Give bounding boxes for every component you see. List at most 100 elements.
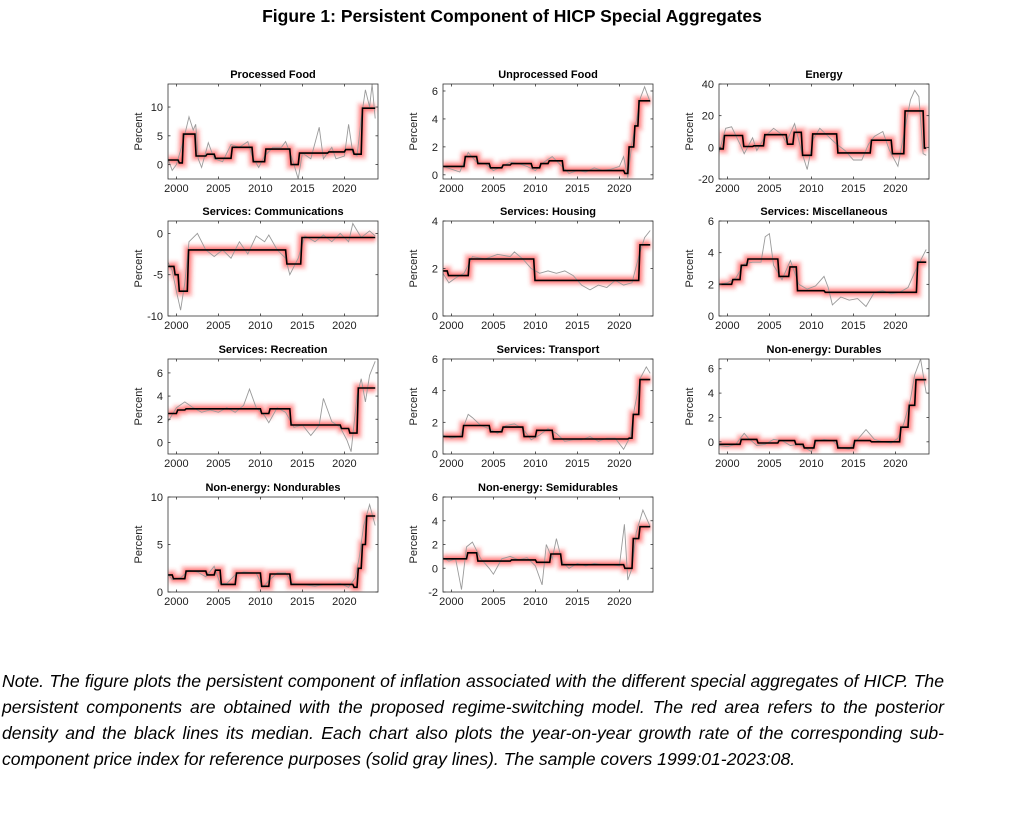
y-tick-label: 6	[432, 492, 438, 504]
x-tick-label: 2015	[841, 183, 865, 195]
y-tick-label: 6	[432, 86, 438, 98]
y-axis-label: Percent	[684, 250, 696, 288]
y-tick-label: 0	[432, 563, 438, 575]
x-tick-label: 2005	[757, 320, 781, 332]
axes-frame	[718, 83, 930, 180]
y-tick-label: 0	[708, 311, 714, 323]
median-line	[168, 515, 376, 589]
y-tick-label: 0	[432, 311, 438, 323]
chart-svg: Non-energy: Nondurables Percent 2000 2005 20…	[133, 482, 379, 608]
x-tick-label: 2005	[481, 320, 505, 332]
median-line	[168, 107, 376, 166]
x-tick-label: 2005	[481, 596, 505, 608]
x-tick-label: 2020	[883, 320, 907, 332]
median-line	[168, 387, 376, 434]
y-axis-label: Percent	[133, 388, 145, 426]
chart-svg: Services: Communications Percent 2000 2005 2…	[133, 206, 379, 332]
x-tick-label: 2000	[439, 320, 463, 332]
x-tick-label: 2000	[164, 596, 188, 608]
chart-svg: Non-energy: Durables Percent 2000 2005 2010 2…	[684, 344, 930, 470]
yoy-growth-line	[719, 89, 927, 170]
chart-panel: Non-energy: Durables Percent 2000 2005 2010 2…	[669, 337, 949, 477]
x-tick-label: 2020	[607, 596, 631, 608]
median-line	[443, 525, 651, 570]
x-tick-label: 2010	[523, 458, 547, 470]
median-line	[719, 378, 927, 449]
y-tick-label: 2	[432, 264, 438, 276]
x-tick-label: 2020	[883, 458, 907, 470]
x-tick-label: 2020	[607, 320, 631, 332]
y-tick-label: 0	[708, 142, 714, 154]
chart-svg: Unprocessed Food Percent 2000 2005 2010 2015 2…	[408, 69, 654, 195]
yoy-growth-line	[443, 508, 651, 590]
y-tick-label: 6	[432, 354, 438, 366]
plot-area	[168, 222, 376, 311]
x-tick-label: 2000	[439, 183, 463, 195]
y-tick-label: 0	[157, 587, 163, 599]
x-tick-label: 2005	[481, 183, 505, 195]
x-tick-label: 2015	[290, 320, 314, 332]
y-tick-label: 4	[708, 248, 714, 260]
y-tick-label: -10	[147, 311, 163, 323]
x-tick-label: 2010	[248, 458, 272, 470]
chart-svg: Services: Housing Percent 2000 2005 2010 2015…	[408, 206, 654, 332]
chart-panel: Non-energy: Semidurables Percent 2000 2005 2…	[393, 475, 673, 615]
axes-frame	[167, 220, 379, 317]
x-tick-label: 2020	[332, 458, 356, 470]
x-tick-label: 2005	[757, 458, 781, 470]
median-line	[168, 236, 376, 292]
yoy-growth-line	[168, 361, 376, 452]
x-tick-label: 2015	[290, 458, 314, 470]
chart-panel: Services: Housing Percent 2000 2005 2010 2015…	[393, 199, 673, 339]
chart-panel: Services: Transport Percent 2000 2005 2010 20…	[393, 337, 673, 477]
y-axis-label: Percent	[408, 113, 420, 151]
y-tick-label: 4	[708, 388, 714, 400]
y-tick-label: 2	[157, 414, 163, 426]
x-tick-label: 2000	[715, 458, 739, 470]
posterior-band-outer	[443, 239, 651, 286]
median-line	[443, 244, 651, 282]
y-tick-label: 5	[157, 131, 163, 143]
chart-title: Services: Transport	[497, 344, 600, 356]
x-tick-label: 2005	[206, 596, 230, 608]
x-tick-label: 2005	[206, 458, 230, 470]
x-tick-label: 2020	[332, 596, 356, 608]
y-tick-label: 2	[432, 540, 438, 552]
x-tick-label: 2015	[290, 596, 314, 608]
y-tick-label: 4	[432, 216, 438, 228]
x-tick-label: 2010	[523, 183, 547, 195]
chart-title: Services: Communications	[202, 206, 343, 218]
y-tick-label: 4	[432, 386, 438, 398]
y-tick-label: 2	[708, 412, 714, 424]
plot-area	[443, 230, 651, 291]
x-tick-label: 2000	[164, 183, 188, 195]
x-tick-label: 2000	[164, 320, 188, 332]
x-tick-label: 2010	[248, 183, 272, 195]
figure-title: Figure 1: Persistent Component of HICP S…	[262, 6, 762, 26]
median-line	[719, 258, 927, 294]
plot-area	[719, 359, 927, 454]
posterior-band-outer	[168, 232, 376, 297]
x-tick-label: 2010	[799, 320, 823, 332]
y-tick-label: 4	[157, 391, 163, 403]
x-tick-label: 2015	[290, 183, 314, 195]
y-tick-label: -5	[153, 270, 163, 282]
x-tick-label: 2010	[799, 458, 823, 470]
chart-title: Energy	[805, 69, 843, 81]
axes-frame	[442, 358, 654, 455]
y-axis-label: Percent	[408, 388, 420, 426]
chart-panel: Services: Communications Percent 2000 2005 2…	[118, 199, 398, 339]
median-line	[719, 110, 927, 157]
chart-panel: Services: Recreation Percent 2000 2005 2010 2…	[118, 337, 398, 477]
y-axis-label: Percent	[684, 113, 696, 151]
x-tick-label: 2015	[565, 183, 589, 195]
chart-panel: Processed Food Percent 2000 2005 2010 2015 202…	[118, 62, 398, 202]
plot-area	[719, 232, 927, 308]
axes-frame	[718, 220, 930, 317]
x-tick-label: 2010	[523, 596, 547, 608]
yoy-growth-line	[168, 222, 376, 311]
x-tick-label: 2010	[799, 183, 823, 195]
x-tick-label: 2015	[841, 458, 865, 470]
axes-frame	[442, 83, 654, 180]
